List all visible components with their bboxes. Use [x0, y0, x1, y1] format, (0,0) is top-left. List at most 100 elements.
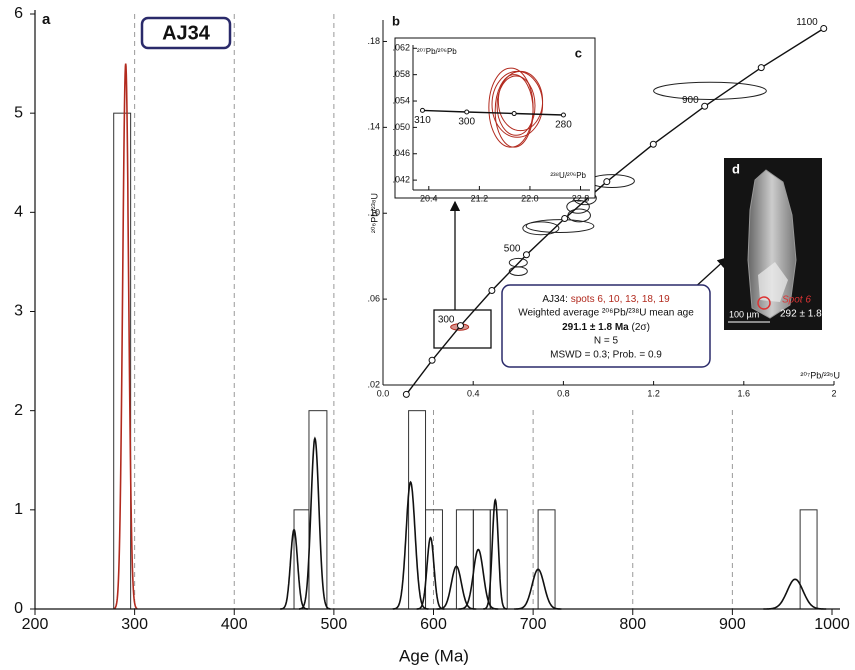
y-tick-label: 4 — [14, 204, 23, 221]
error-ellipse — [497, 70, 544, 132]
x-tick-label: 0.8 — [557, 388, 570, 398]
x-axis-label: ²³⁸U/²⁰⁶Pb — [550, 171, 586, 180]
inset-c: 20.4 21.2 22.0 22.8 .042 .046 .050 .054 .058 .062… — [392, 43, 590, 203]
x-tick-label: 900 — [719, 616, 746, 633]
age-label: 310 — [414, 115, 431, 126]
info-line: N = 5 — [594, 336, 619, 347]
error-ellipse — [566, 199, 590, 214]
x-tick-label: 1.2 — [647, 388, 660, 398]
y-tick-label: .06 — [367, 293, 380, 303]
density-peak — [458, 548, 499, 610]
spot-marker — [757, 296, 771, 310]
age-label: 1100 — [796, 17, 818, 28]
concordia-point — [701, 102, 709, 110]
y-tick-label: .02 — [367, 379, 380, 389]
x-tick-label: 0.0 — [377, 388, 390, 398]
x-axis-label: ²⁰⁷Pb/²³⁵U — [800, 370, 840, 380]
x-tick-label: 1.6 — [738, 388, 751, 398]
spot-age: 292 ± 1.8 — [780, 309, 822, 320]
x-axis-label: Age (Ma) — [399, 646, 469, 665]
x-tick-label: 500 — [321, 616, 348, 633]
concordia — [422, 109, 564, 116]
concordia-point — [649, 140, 657, 148]
inset-c-frame — [394, 37, 596, 199]
y-tick-label: 2 — [14, 402, 23, 419]
age-label: 300 — [438, 314, 455, 325]
error-ellipse — [508, 266, 528, 276]
y-tick-label: 3 — [14, 303, 23, 320]
y-tick-label: .18 — [367, 36, 380, 46]
scale-label: 100 µm — [729, 309, 759, 319]
density-peak — [514, 568, 562, 610]
density-peak — [436, 565, 477, 610]
concordia-point — [464, 109, 470, 115]
x-tick-label: 800 — [619, 616, 646, 633]
x-tick-label: 300 — [121, 616, 148, 633]
info-spots: spots 6, 10, 13, 18, 19 — [571, 294, 670, 305]
y-tick-label: 5 — [14, 104, 23, 121]
concordia-point — [603, 178, 611, 186]
info-sample: AJ34: — [542, 294, 570, 305]
y-tick-label: .058 — [392, 69, 410, 79]
density-peak — [763, 578, 827, 610]
age-label: 300 — [458, 117, 475, 128]
sample-box — [140, 16, 232, 50]
concordia-point — [488, 286, 496, 294]
info-line: AJ34: spots 6, 10, 13, 18, 19 — [542, 294, 670, 305]
y-tick-label: .10 — [367, 208, 380, 218]
x-tick-label: 200 — [22, 616, 49, 633]
error-ellipse — [525, 219, 595, 234]
y-tick-label: .046 — [392, 148, 410, 158]
panel-label: b — [392, 13, 400, 28]
info-box — [501, 284, 711, 368]
y-tick-label: 6 — [14, 5, 23, 22]
info-age: 291.1 ± 1.8 Ma — [562, 322, 629, 333]
x-tick-label: 22.0 — [521, 193, 539, 203]
density-peak — [392, 480, 429, 610]
x-tick-label: 1000 — [814, 616, 850, 633]
spot-label: Spot 6 — [782, 295, 811, 306]
x-tick-label: 22.8 — [572, 193, 590, 203]
x-tick-label: 20.4 — [420, 193, 438, 203]
concordia-point — [511, 111, 517, 117]
density-peak — [416, 536, 445, 610]
error-ellipse — [494, 74, 534, 148]
panel-label: c — [575, 45, 582, 60]
concordia-point — [402, 390, 410, 398]
density-peak — [113, 63, 138, 610]
bar — [799, 509, 818, 610]
density-peak — [299, 436, 331, 610]
bar — [408, 410, 427, 610]
info-line: MSWD = 0.3; Prob. = 0.9 — [550, 350, 662, 361]
x-tick-label: 400 — [221, 616, 248, 633]
info-line: 291.1 ± 1.8 Ma (2σ) — [562, 322, 650, 333]
y-tick-label: 1 — [14, 501, 23, 518]
error-ellipse — [653, 81, 767, 100]
concordia-point — [757, 64, 765, 72]
concordia-point — [560, 112, 566, 118]
y-axis-label: ²⁰⁷Pb/²⁰⁶Pb — [417, 47, 457, 56]
concordia-point — [457, 322, 465, 330]
y-axis-label: ²⁰⁶Pb/²³⁸U — [369, 193, 379, 233]
error-ellipse — [522, 221, 560, 236]
concordia-point — [820, 24, 828, 32]
zoom-box — [433, 309, 492, 349]
y-tick-label: .054 — [392, 95, 410, 105]
x-tick-label: 2 — [831, 388, 836, 398]
inset-b: 0.0 0.4 0.8 1.2 1.6 2 .02 .06 .10 .14 .18 300 500 900… — [367, 17, 836, 398]
info-line: Weighted average ²⁰⁶Pb/²³⁸U mean age — [518, 308, 694, 319]
info-age-note: (2σ) — [629, 322, 650, 333]
x-tick-label: 700 — [520, 616, 547, 633]
age-label: 280 — [555, 120, 572, 131]
y-tick-label: .042 — [392, 174, 410, 184]
panel-label: a — [42, 11, 51, 28]
bar — [308, 410, 328, 610]
y-tick-label: .062 — [392, 43, 410, 53]
panel-label: d — [732, 161, 740, 176]
concordia-point — [428, 356, 436, 364]
x-tick-label: 600 — [420, 616, 447, 633]
concordia-point — [419, 107, 425, 113]
concordia-point — [522, 251, 530, 259]
y-tick-label: .14 — [367, 122, 380, 132]
